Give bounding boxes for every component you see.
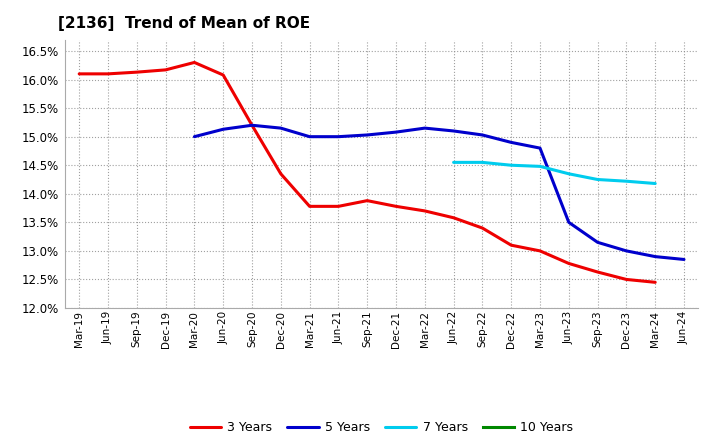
5 Years xyxy=(248,123,256,128)
Line: 5 Years: 5 Years xyxy=(194,125,684,260)
7 Years xyxy=(593,177,602,182)
3 Years xyxy=(536,248,544,253)
5 Years xyxy=(392,129,400,135)
Line: 3 Years: 3 Years xyxy=(79,62,655,282)
3 Years xyxy=(651,280,660,285)
5 Years xyxy=(190,134,199,139)
5 Years xyxy=(276,125,285,131)
7 Years xyxy=(507,163,516,168)
3 Years xyxy=(593,269,602,275)
5 Years xyxy=(536,146,544,151)
3 Years xyxy=(219,72,228,77)
3 Years xyxy=(104,71,112,77)
7 Years xyxy=(651,181,660,186)
3 Years xyxy=(392,204,400,209)
7 Years xyxy=(449,160,458,165)
5 Years xyxy=(449,128,458,134)
5 Years xyxy=(593,240,602,245)
5 Years xyxy=(564,220,573,225)
7 Years xyxy=(622,179,631,184)
3 Years xyxy=(334,204,343,209)
5 Years xyxy=(478,132,487,138)
5 Years xyxy=(680,257,688,262)
5 Years xyxy=(651,254,660,259)
3 Years xyxy=(161,67,170,73)
5 Years xyxy=(363,132,372,138)
Text: [2136]  Trend of Mean of ROE: [2136] Trend of Mean of ROE xyxy=(58,16,310,32)
5 Years xyxy=(507,140,516,145)
Line: 7 Years: 7 Years xyxy=(454,162,655,183)
3 Years xyxy=(564,261,573,266)
3 Years xyxy=(420,208,429,213)
3 Years xyxy=(622,277,631,282)
3 Years xyxy=(276,171,285,176)
7 Years xyxy=(536,164,544,169)
3 Years xyxy=(478,225,487,231)
5 Years xyxy=(219,127,228,132)
5 Years xyxy=(334,134,343,139)
5 Years xyxy=(420,125,429,131)
7 Years xyxy=(564,171,573,176)
3 Years xyxy=(449,215,458,220)
5 Years xyxy=(305,134,314,139)
3 Years xyxy=(132,70,141,75)
7 Years xyxy=(478,160,487,165)
3 Years xyxy=(507,242,516,248)
5 Years xyxy=(622,248,631,253)
3 Years xyxy=(363,198,372,203)
3 Years xyxy=(75,71,84,77)
Legend: 3 Years, 5 Years, 7 Years, 10 Years: 3 Years, 5 Years, 7 Years, 10 Years xyxy=(185,416,578,439)
3 Years xyxy=(190,60,199,65)
3 Years xyxy=(305,204,314,209)
3 Years xyxy=(248,123,256,128)
